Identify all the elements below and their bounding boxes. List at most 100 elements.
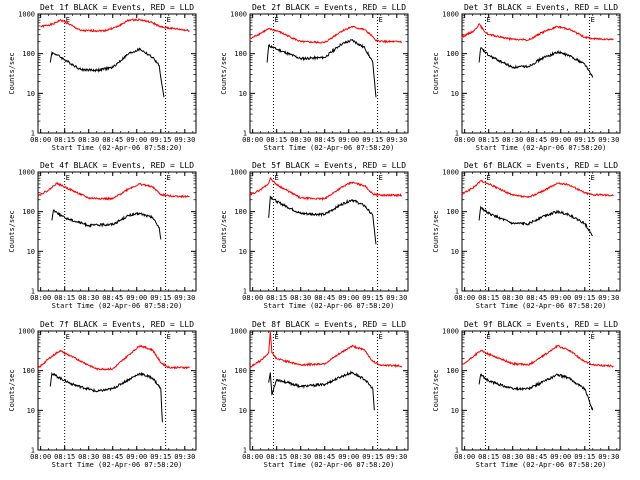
x-tick-label: 08:15: [266, 136, 287, 144]
event-marker-label: E: [274, 333, 278, 341]
event-marker-label: E: [167, 174, 171, 182]
y-axis-label: Counts/sec: [220, 52, 228, 94]
y-tick-label: 1: [455, 288, 459, 296]
y-tick-label: 1000: [230, 11, 247, 19]
event-marker-label: E: [379, 333, 383, 341]
panel-title: Det 8f BLACK = Events, RED = LLD: [252, 320, 406, 329]
y-tick-label: 1: [455, 447, 459, 455]
y-axis-label: Counts/sec: [8, 210, 16, 252]
panel-title: Det 1f BLACK = Events, RED = LLD: [40, 3, 194, 12]
x-tick-label: 09:00: [126, 294, 147, 302]
x-tick-label: 08:45: [526, 294, 547, 302]
event-marker-label: E: [66, 333, 70, 341]
x-tick-label: 09:00: [338, 136, 359, 144]
events-rate-line: [478, 47, 594, 78]
y-tick-label: 1000: [442, 169, 459, 177]
y-axis-label: Counts/sec: [220, 369, 228, 411]
x-tick-label: 08:00: [30, 294, 51, 302]
x-axis-label: Start Time (02-Apr-06 07:58:20): [476, 144, 607, 152]
y-tick-label: 100: [234, 50, 247, 58]
plot-frame: [461, 171, 621, 292]
lld-rate-line: [249, 177, 403, 202]
x-tick-label: 09:30: [598, 294, 619, 302]
x-tick-label: 09:30: [386, 294, 407, 302]
event-marker-label: E: [486, 333, 490, 341]
x-tick-label: 08:15: [478, 136, 499, 144]
x-tick-label: 09:15: [574, 453, 595, 461]
x-tick-label: 09:30: [386, 453, 407, 461]
x-tick-label: 08:45: [314, 453, 335, 461]
x-tick-label: 08:30: [502, 294, 523, 302]
x-axis-label: Start Time (02-Apr-06 07:58:20): [264, 461, 395, 469]
event-marker-label: E: [591, 16, 595, 24]
x-tick-label: 09:00: [126, 453, 147, 461]
y-tick-label: 10: [27, 407, 35, 415]
x-tick-label: 09:00: [126, 136, 147, 144]
x-tick-label: 09:15: [150, 294, 171, 302]
y-axis-label: Counts/sec: [220, 210, 228, 252]
events-rate-line: [268, 370, 375, 411]
y-tick-label: 1000: [18, 328, 35, 336]
y-tick-label: 10: [451, 90, 459, 98]
lld-rate-line: [37, 344, 190, 371]
x-tick-label: 08:15: [266, 294, 287, 302]
panel-title: Det 5f BLACK = Events, RED = LLD: [252, 161, 406, 170]
x-tick-label: 08:45: [314, 136, 335, 144]
x-tick-label: 08:00: [454, 136, 475, 144]
y-tick-label: 10: [27, 248, 35, 256]
y-tick-label: 100: [234, 367, 247, 375]
x-tick-label: 08:30: [502, 136, 523, 144]
y-tick-label: 100: [446, 50, 459, 58]
plot-frame: [37, 330, 197, 451]
x-tick-label: 09:15: [574, 294, 595, 302]
panel-title: Det 7f BLACK = Events, RED = LLD: [40, 320, 194, 329]
x-tick-label: 09:30: [174, 136, 195, 144]
x-tick-label: 08:45: [102, 453, 123, 461]
event-marker-label: E: [379, 16, 383, 24]
x-tick-label: 08:45: [102, 294, 123, 302]
x-tick-label: 08:15: [478, 294, 499, 302]
x-axis-label: Start Time (02-Apr-06 07:58:20): [264, 302, 395, 310]
event-marker-label: E: [66, 16, 70, 24]
y-tick-label: 10: [239, 90, 247, 98]
x-tick-label: 09:30: [174, 453, 195, 461]
plot-frame: [249, 330, 409, 451]
x-tick-label: 09:15: [362, 294, 383, 302]
x-tick-label: 08:00: [242, 294, 263, 302]
events-rate-line: [49, 371, 163, 423]
y-tick-label: 1: [31, 288, 35, 296]
y-tick-label: 1: [243, 447, 247, 455]
lld-rate-line: [461, 344, 614, 368]
y-tick-label: 100: [22, 367, 35, 375]
panel-title: Det 2f BLACK = Events, RED = LLD: [252, 3, 406, 12]
x-tick-label: 09:30: [174, 294, 195, 302]
events-rate-line: [478, 373, 594, 411]
y-tick-label: 100: [234, 208, 247, 216]
event-marker-label: E: [379, 174, 383, 182]
x-tick-label: 09:15: [574, 136, 595, 144]
y-tick-label: 100: [22, 208, 35, 216]
events-rate-line: [266, 38, 377, 98]
y-tick-label: 10: [451, 407, 459, 415]
y-tick-label: 10: [27, 90, 35, 98]
events-rate-line: [51, 209, 162, 240]
panel-title: Det 6f BLACK = Events, RED = LLD: [464, 161, 618, 170]
x-axis-label: Start Time (02-Apr-06 07:58:20): [52, 302, 183, 310]
x-axis-label: Start Time (02-Apr-06 07:58:20): [52, 461, 183, 469]
x-tick-label: 08:00: [30, 453, 51, 461]
event-marker-label: E: [274, 174, 278, 182]
events-rate-line: [268, 195, 377, 245]
y-tick-label: 1: [31, 447, 35, 455]
plot-frame: [249, 13, 409, 134]
x-tick-label: 08:00: [30, 136, 51, 144]
y-tick-label: 1: [455, 130, 459, 138]
x-tick-label: 08:30: [78, 453, 99, 461]
y-tick-label: 1: [31, 130, 35, 138]
plot-frame: [461, 330, 621, 451]
event-marker-label: E: [167, 16, 171, 24]
lld-rate-line: [249, 330, 403, 369]
panel-title: Det 9f BLACK = Events, RED = LLD: [464, 320, 618, 329]
y-axis-label: Counts/sec: [432, 369, 440, 411]
y-tick-label: 1000: [18, 169, 35, 177]
